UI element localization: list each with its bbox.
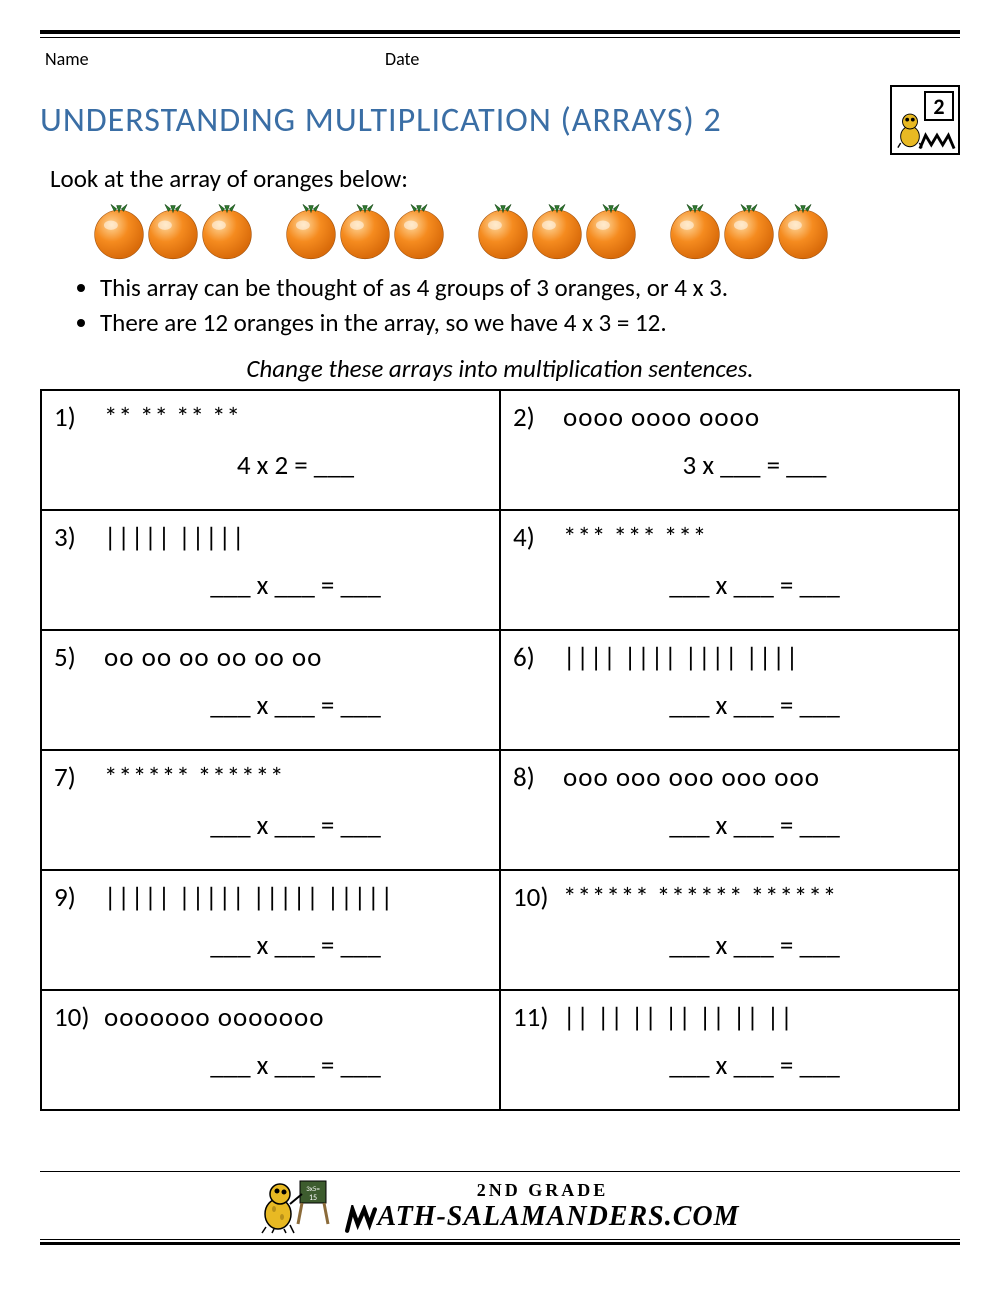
orange-array [90,202,960,260]
problem-equation: ___ x ___ = ___ [54,689,487,722]
orange-icon [666,202,724,260]
grade-badge: 2 [924,91,954,121]
svg-text:15: 15 [309,1193,317,1203]
orange-icon [336,202,394,260]
orange-icon [528,202,586,260]
problem-cell: 10) ooooooo ooooooo ___ x ___ = ___ [41,990,500,1110]
problem-number: 1) [54,401,104,434]
orange-icon [282,202,340,260]
problem-number: 9) [54,881,104,914]
date-label: Date [385,48,955,70]
orange-group [282,202,444,260]
problem-number: 4) [513,521,563,554]
logo-badge: 2 [890,85,960,155]
problem-cell: 4) *** *** *** ___ x ___ = ___ [500,510,959,630]
problem-equation: ___ x ___ = ___ [54,1049,487,1082]
orange-icon [390,202,448,260]
footer-rule [40,1239,960,1240]
problem-array: ||||| ||||| ||||| ||||| [104,881,394,914]
problem-cell: 11) || || || || || || || ___ x ___ = ___ [500,990,959,1110]
orange-icon [774,202,832,260]
problem-equation: ___ x ___ = ___ [54,929,487,962]
problem-number: 6) [513,641,563,674]
problem-equation: ___ x ___ = ___ [54,809,487,842]
problem-equation: ___ x ___ = ___ [513,689,946,722]
footer-salamander-icon: 3x5= 15 [260,1179,330,1234]
orange-icon [474,202,532,260]
problem-equation: ___ x ___ = ___ [513,569,946,602]
problem-number: 3) [54,521,104,554]
orange-icon [144,202,202,260]
orange-icon [720,202,778,260]
problem-cell: 10) ****** ****** ****** ___ x ___ = ___ [500,870,959,990]
problem-cell: 3) ||||| ||||| ___ x ___ = ___ [41,510,500,630]
problem-equation: 3 x ___ = ___ [513,449,946,482]
problem-array: ooooooo ooooooo [104,1001,324,1034]
problem-array: ****** ****** [104,761,284,794]
problem-equation: ___ x ___ = ___ [513,1049,946,1082]
footer-rule-thick [40,1242,960,1245]
problem-cell: 8) ooo ooo ooo ooo ooo ___ x ___ = ___ [500,750,959,870]
orange-icon [198,202,256,260]
bullet-list: This array can be thought of as 4 groups… [100,272,960,338]
top-rule [40,30,960,38]
problem-array: oooo oooo oooo [563,401,760,434]
problem-number: 7) [54,761,104,794]
instruction-text: Change these arrays into multiplication … [40,353,960,384]
problem-array: *** *** *** [563,521,707,554]
orange-group [90,202,252,260]
problem-equation: ___ x ___ = ___ [513,809,946,842]
intro-text: Look at the array of oranges below: [50,163,960,194]
problem-number: 11) [513,1001,563,1034]
footer-m-icon [345,1205,377,1233]
problem-array: ****** ****** ****** [563,881,837,914]
orange-icon [582,202,640,260]
worksheet-title: UNDERSTANDING MULTIPLICATION (ARRAYS) 2 [40,100,722,141]
header-row: Name Date [40,48,960,70]
problem-cell: 6) |||| |||| |||| |||| ___ x ___ = ___ [500,630,959,750]
svg-text:3x5=: 3x5= [307,1184,321,1193]
problem-cell: 1) ** ** ** ** 4 x 2 = ___ [41,390,500,510]
footer-site-text: ATH-SALAMANDERS.COM [345,1201,739,1233]
logo-m-icon [918,131,956,151]
footer: 3x5= 15 2ND GRADE ATH-SALAMANDERS.COM [40,1171,960,1245]
problem-cell: 7) ****** ****** ___ x ___ = ___ [41,750,500,870]
footer-rule [40,1171,960,1172]
problem-cell: 9) ||||| ||||| ||||| ||||| ___ x ___ = _… [41,870,500,990]
title-row: UNDERSTANDING MULTIPLICATION (ARRAYS) 2 … [40,85,960,155]
orange-group [666,202,828,260]
problem-array: ||||| ||||| [104,521,245,554]
footer-site-name: ATH-SALAMANDERS.COM [377,1201,739,1232]
problem-equation: ___ x ___ = ___ [513,929,946,962]
problem-equation: 4 x 2 = ___ [54,449,487,482]
problem-number: 5) [54,641,104,674]
orange-icon [90,202,148,260]
problem-equation: ___ x ___ = ___ [54,569,487,602]
problem-array: |||| |||| |||| |||| [563,641,799,674]
footer-grade-text: 2ND GRADE [477,1180,609,1201]
footer-text-block: 2ND GRADE ATH-SALAMANDERS.COM [345,1180,739,1233]
problem-array: ooo ooo ooo ooo ooo [563,761,820,794]
problem-number: 10) [54,1001,104,1034]
problem-cell: 5) oo oo oo oo oo oo ___ x ___ = ___ [41,630,500,750]
problem-number: 8) [513,761,563,794]
problem-array: || || || || || || || [563,1001,794,1034]
problem-cell: 2) oooo oooo oooo 3 x ___ = ___ [500,390,959,510]
orange-group [474,202,636,260]
name-label: Name [45,48,385,70]
problem-number: 10) [513,881,563,914]
problem-array: ** ** ** ** [104,401,241,434]
bullet-item: There are 12 oranges in the array, so we… [100,307,960,338]
problem-grid: 1) ** ** ** ** 4 x 2 = ___ 2) oooo oooo … [40,389,960,1111]
footer-content: 3x5= 15 2ND GRADE ATH-SALAMANDERS.COM [40,1174,960,1239]
bullet-item: This array can be thought of as 4 groups… [100,272,960,303]
problem-array: oo oo oo oo oo oo [104,641,322,674]
problem-number: 2) [513,401,563,434]
